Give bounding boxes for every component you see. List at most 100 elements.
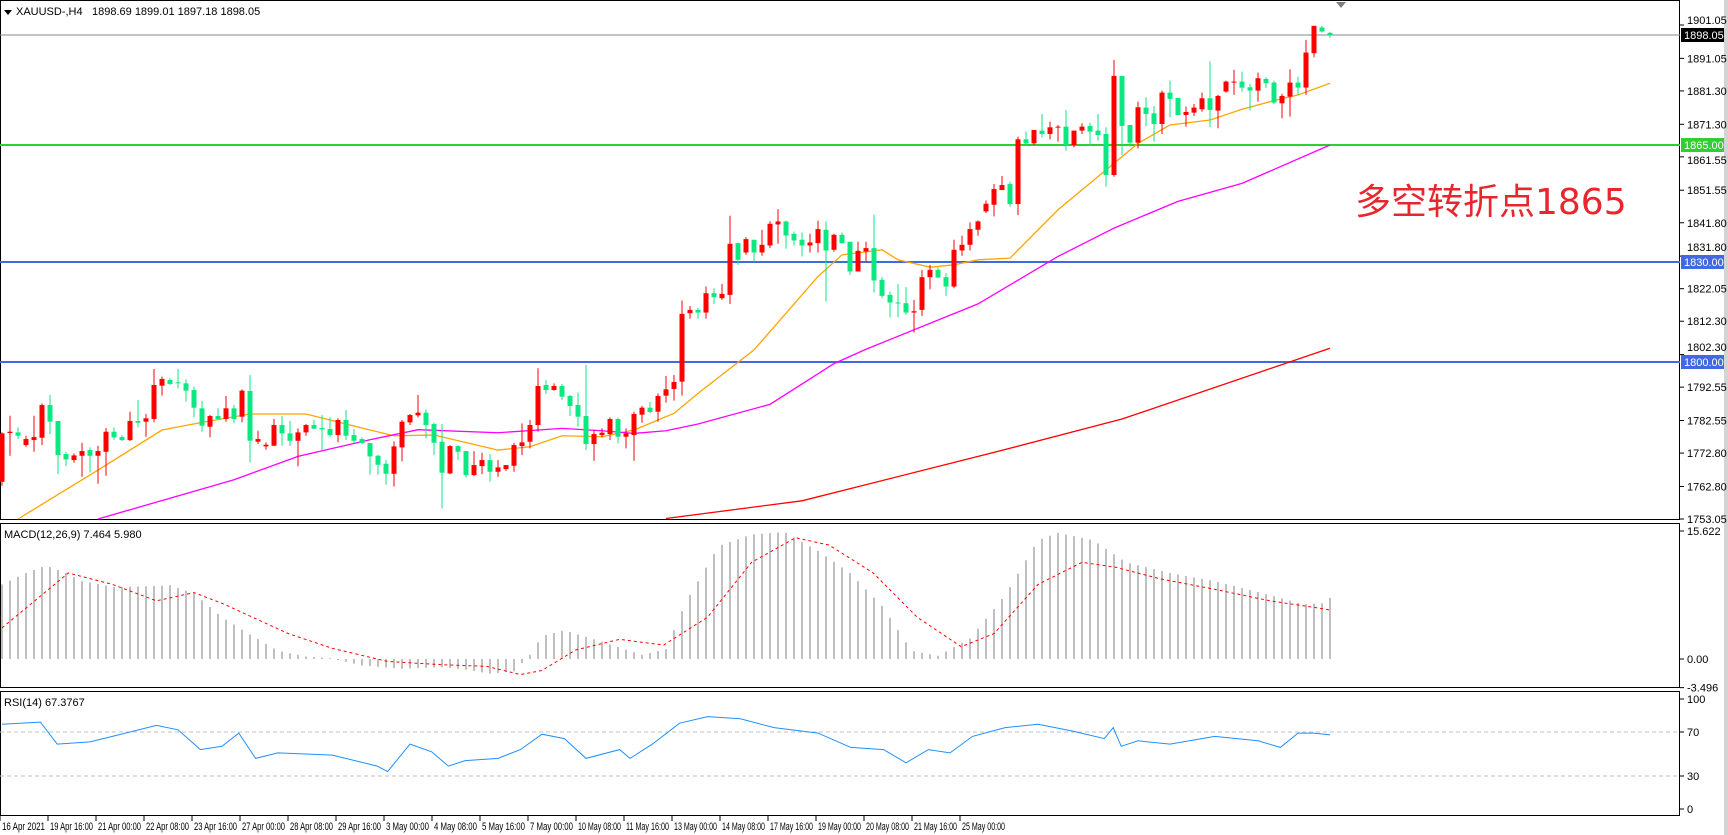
- candle: [607, 417, 613, 441]
- candle-body: [879, 279, 885, 296]
- candle-body: [815, 229, 821, 244]
- candle: [111, 427, 117, 440]
- time-tick-label: 19 Apr 16:00: [50, 821, 93, 833]
- chart-shift-marker-icon[interactable]: [1336, 2, 1346, 8]
- macd-signal-line: [1, 537, 1331, 676]
- candle-body: [1239, 81, 1245, 88]
- candle: [1143, 97, 1149, 126]
- price-level-tag: [1681, 28, 1724, 42]
- time-tick-label: 13 May 00:00: [674, 821, 717, 833]
- candle-body: [847, 241, 853, 272]
- price-tick-label: 1802.30: [1687, 342, 1727, 354]
- candle-body: [967, 229, 973, 245]
- candle: [671, 374, 677, 401]
- candle-body: [1247, 87, 1253, 91]
- candle-body: [735, 243, 741, 260]
- candle: [983, 200, 989, 214]
- candle: [695, 307, 701, 319]
- candle-body: [31, 437, 37, 441]
- candle-body: [1143, 107, 1149, 114]
- price-tick-label: 1831.80: [1687, 242, 1727, 254]
- candle-body: [527, 425, 533, 442]
- candle-body: [223, 408, 229, 420]
- candle: [55, 421, 61, 475]
- candle-body: [1135, 107, 1141, 143]
- candle: [623, 428, 629, 449]
- candle: [175, 368, 181, 389]
- candle-body: [919, 277, 925, 310]
- candle-body: [71, 455, 77, 461]
- candle: [895, 283, 901, 318]
- candle: [911, 299, 917, 333]
- candle: [1039, 113, 1045, 138]
- candle: [495, 460, 501, 477]
- candle: [799, 232, 805, 257]
- candle-body: [1047, 127, 1053, 134]
- candle: [1111, 59, 1117, 177]
- candle-body: [743, 239, 749, 253]
- candle-body: [871, 248, 877, 281]
- rsi-indicator: 100 70 30 0: [0, 694, 1705, 816]
- candle: [1087, 122, 1093, 146]
- candle-body: [615, 419, 621, 437]
- candle-body: [567, 396, 573, 407]
- candle-body: [271, 425, 277, 446]
- candle-body: [359, 439, 365, 444]
- candle: [367, 443, 373, 475]
- candle-body: [0, 433, 5, 482]
- candle-body: [999, 185, 1005, 191]
- time-tick-label: 10 May 08:00: [578, 821, 621, 833]
- candle: [567, 394, 573, 417]
- candle: [71, 453, 77, 463]
- candle-body: [599, 432, 605, 436]
- time-tick-label: 11 May 16:00: [626, 821, 669, 833]
- candle: [375, 454, 381, 475]
- candle: [655, 393, 661, 422]
- candle: [1327, 31, 1333, 38]
- candle: [335, 418, 341, 443]
- time-axis: 16 Apr 2021 19 Apr 16:00 21 Apr 00:00 22 Ap…: [0, 816, 1005, 833]
- candle-body: [1207, 98, 1213, 110]
- candle: [1095, 113, 1101, 141]
- candle: [239, 389, 245, 423]
- candle: [39, 403, 45, 446]
- candle: [0, 432, 5, 486]
- candle: [511, 442, 517, 472]
- candle-body: [1295, 82, 1301, 88]
- candle-body: [1127, 124, 1133, 143]
- candle-body: [1071, 130, 1077, 145]
- price-tick-label: 1891.05: [1687, 53, 1727, 65]
- candle: [639, 406, 645, 423]
- candle: [1207, 61, 1213, 128]
- candle: [215, 408, 221, 420]
- price-tick-label: 1812.30: [1687, 316, 1727, 328]
- candle: [455, 445, 461, 461]
- candle: [1191, 103, 1197, 116]
- candle: [1271, 80, 1277, 104]
- candle-body: [471, 465, 477, 476]
- candle-body: [207, 416, 213, 427]
- candle: [303, 424, 309, 436]
- candle: [519, 423, 525, 456]
- time-tick-label: 25 May 00:00: [962, 821, 1005, 833]
- candle-body: [783, 221, 789, 236]
- price-tick-label: 1851.55: [1687, 185, 1727, 197]
- candle-body: [1167, 92, 1173, 99]
- candle: [1023, 131, 1029, 146]
- moving-average-line: [97, 144, 1331, 520]
- candle: [399, 420, 405, 462]
- rsi-line: [1, 716, 1331, 773]
- candle-body: [1031, 129, 1037, 144]
- candle: [343, 410, 349, 441]
- candle: [1199, 92, 1205, 112]
- candle-body: [407, 415, 413, 423]
- candle: [903, 287, 909, 315]
- candle-body: [311, 425, 317, 429]
- candle: [1159, 90, 1165, 134]
- candle-body: [175, 382, 181, 384]
- dropdown-triangle-icon[interactable]: [4, 10, 12, 15]
- macd-tick-label: 0.00: [1687, 654, 1708, 666]
- price-level-tag-label: 1865.00: [1684, 140, 1724, 152]
- price-level-tag: [1681, 355, 1724, 369]
